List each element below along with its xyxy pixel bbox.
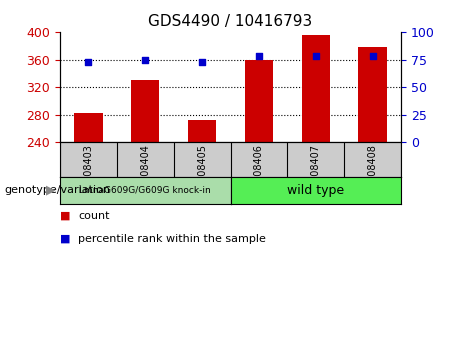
Point (369, 53, 376, 59)
Bar (245, 59, 273, 142)
Bar (358, 47, 387, 142)
Point (85, 59, 92, 64)
Text: GSM808405: GSM808405 (197, 144, 207, 203)
Point (255, 53, 263, 59)
Text: LmnaG609G/G609G knock-in: LmnaG609G/G609G knock-in (79, 186, 211, 195)
Text: count: count (78, 211, 110, 221)
Point (312, 53, 319, 59)
Text: GSM808403: GSM808403 (83, 144, 94, 203)
Text: GSM808407: GSM808407 (311, 144, 321, 203)
Text: GSM808406: GSM808406 (254, 144, 264, 203)
Text: genotype/variation: genotype/variation (5, 185, 111, 195)
Text: percentile rank within the sample: percentile rank within the sample (78, 234, 266, 244)
Text: GSM808408: GSM808408 (367, 144, 378, 203)
Bar (74, 113, 102, 142)
Text: ▶: ▶ (46, 184, 55, 197)
Bar (131, 80, 160, 142)
Bar (301, 35, 330, 142)
Bar (188, 120, 216, 142)
Text: ■: ■ (60, 211, 71, 221)
Title: GDS4490 / 10416793: GDS4490 / 10416793 (148, 14, 313, 29)
Text: wild type: wild type (287, 184, 344, 197)
Text: GSM808404: GSM808404 (140, 144, 150, 203)
Point (198, 59, 206, 64)
Point (142, 57, 149, 62)
Text: ■: ■ (60, 234, 71, 244)
